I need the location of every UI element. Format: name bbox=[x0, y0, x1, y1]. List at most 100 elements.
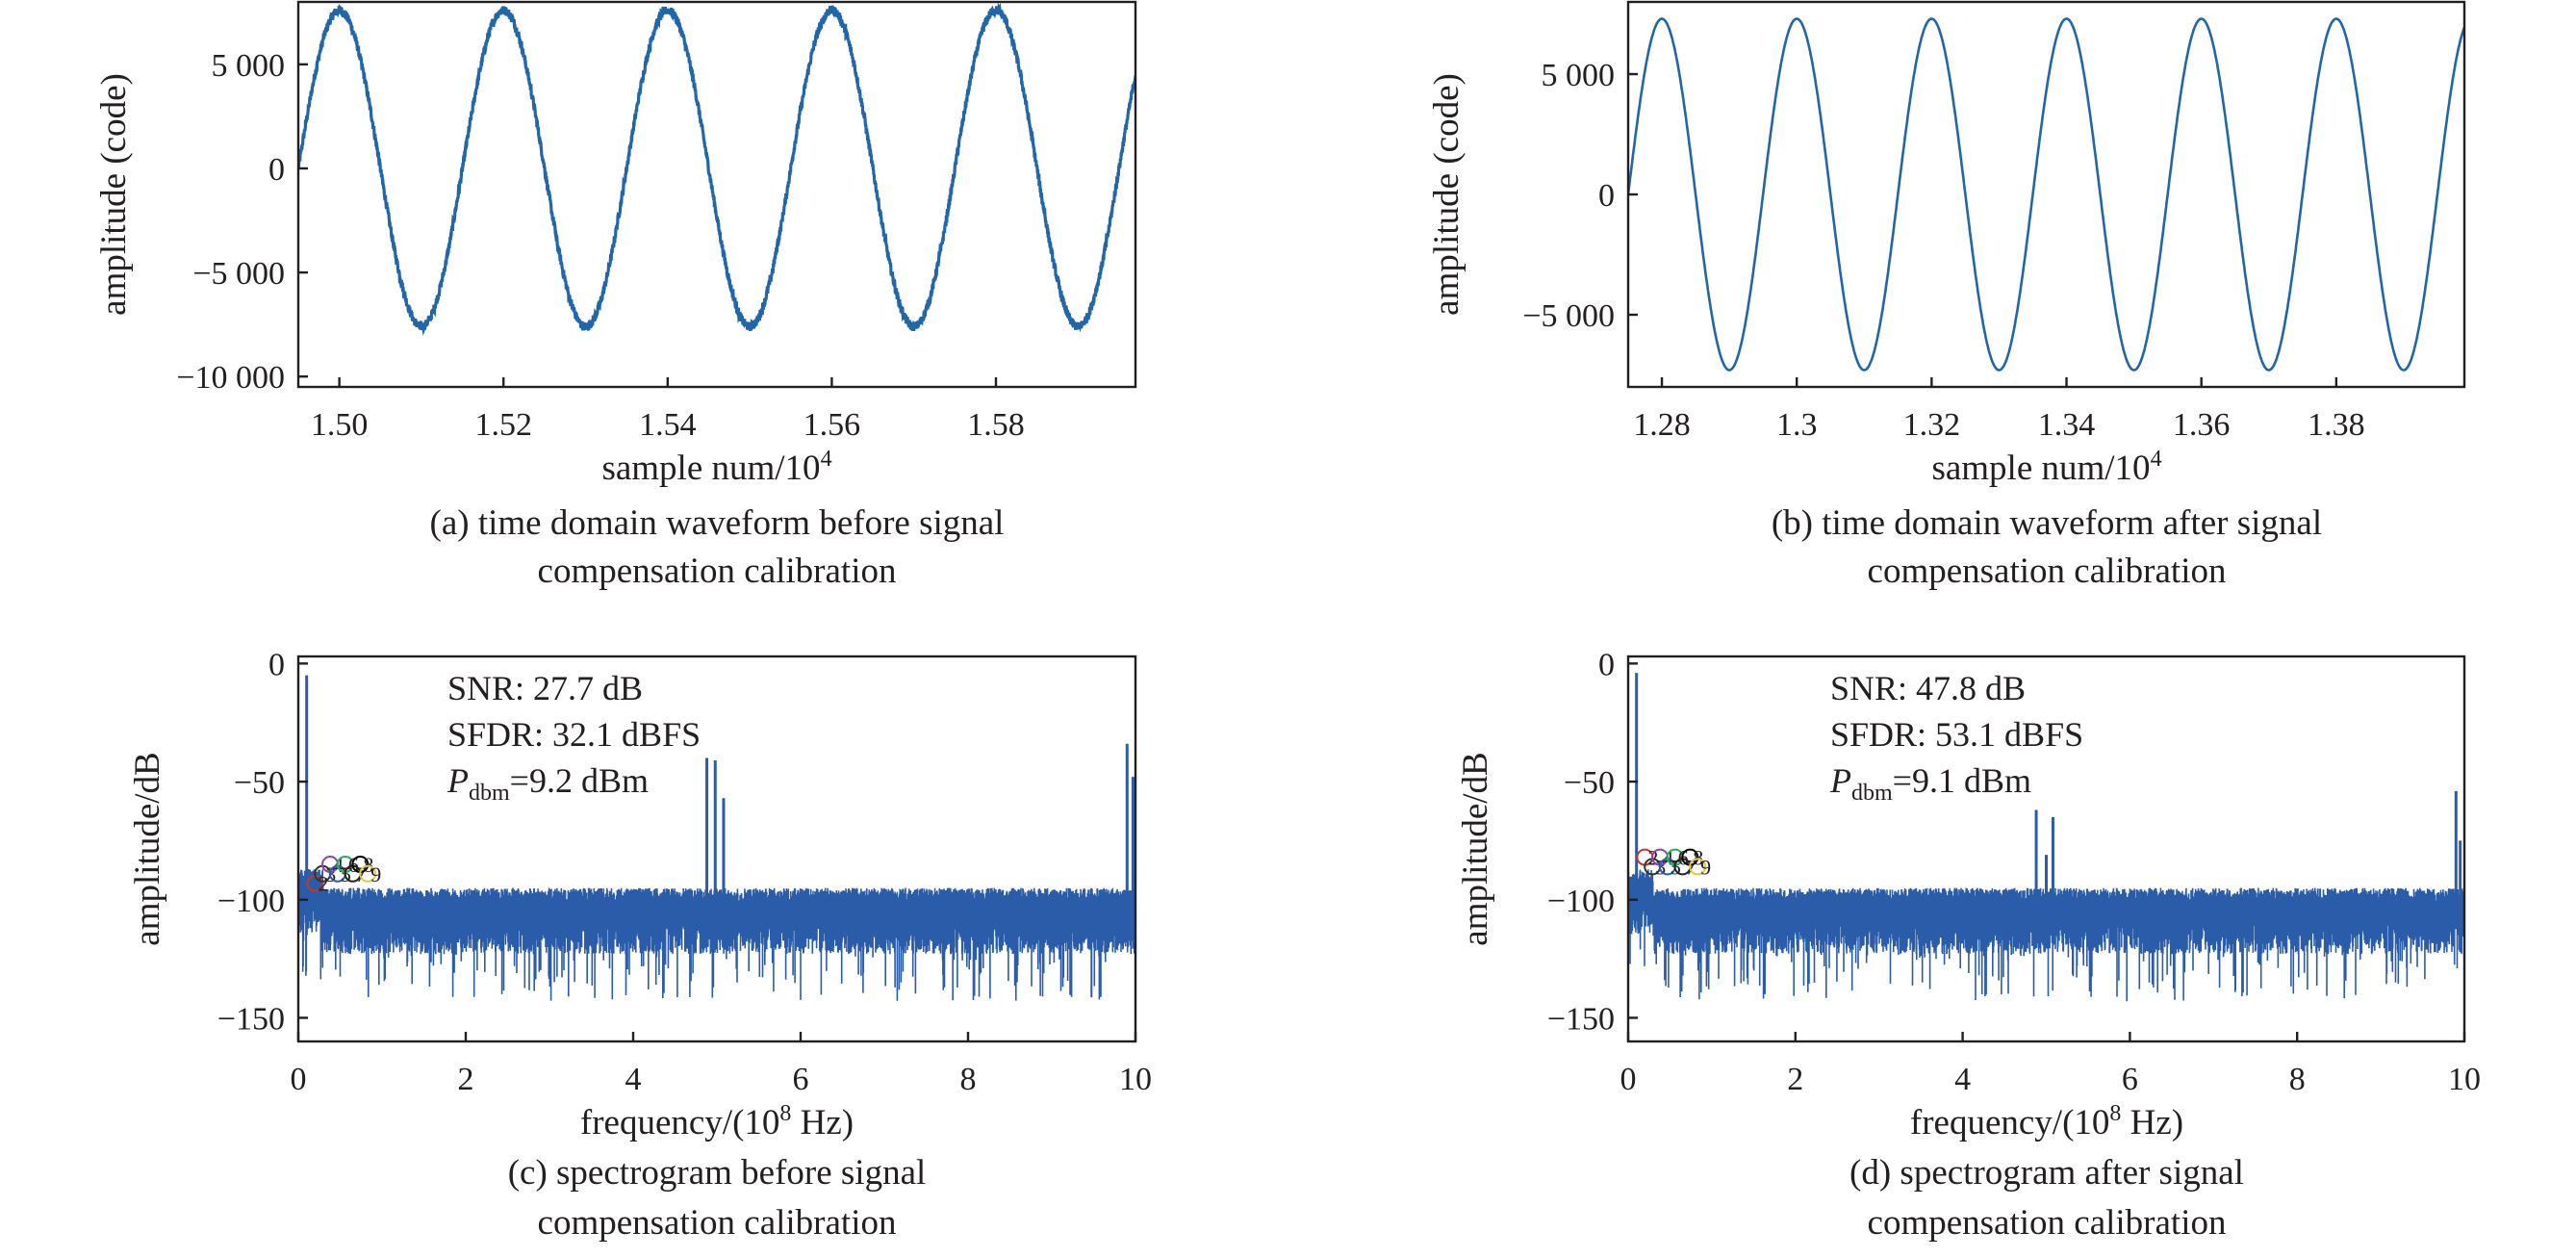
pdbm-annotation: Pdbm=9.2 dBm bbox=[446, 761, 649, 806]
caption-line-1: (d) spectrogram after signal bbox=[1849, 1153, 2244, 1193]
sfdr-annotation: SFDR: 32.1 dBFS bbox=[447, 715, 701, 754]
x-axis-label: frequency/(108 Hz) bbox=[1910, 1101, 2183, 1142]
x-tick-label: 2 bbox=[1787, 1062, 1803, 1097]
harmonic-marker-label: 9 bbox=[1700, 855, 1711, 879]
snr-annotation: SNR: 27.7 dB bbox=[447, 669, 643, 707]
x-tick-label: 10 bbox=[2448, 1062, 2481, 1097]
caption-line-1: (b) time domain waveform after signal bbox=[1772, 503, 2322, 543]
y-tick-label: −10 000 bbox=[176, 360, 285, 396]
y-axis-label: amplitude (code) bbox=[94, 73, 134, 316]
x-tick-label: 8 bbox=[2289, 1062, 2306, 1097]
x-axis-label-main: sample num/10 bbox=[601, 449, 820, 488]
harmonic-marker-label: 8 bbox=[1693, 846, 1703, 870]
y-axis-label: amplitude (code) bbox=[1427, 73, 1467, 316]
caption-line-2: compensation calibration bbox=[538, 552, 897, 591]
harmonic-marker-label: 2 bbox=[318, 872, 328, 896]
x-axis-label-sup: 4 bbox=[821, 447, 832, 472]
x-tick-label: 6 bbox=[793, 1062, 809, 1097]
spectrum-noise bbox=[298, 869, 1135, 1001]
x-axis-label-sup: 8 bbox=[779, 1101, 791, 1126]
harmonic-marker bbox=[1689, 858, 1707, 876]
chart-panel-b: 1.28 1.3 1.32 1.34 1.36 1.38 5 000 0 −5 000 sampl… bbox=[1427, 0, 2466, 591]
x-tick-label: 0 bbox=[291, 1062, 307, 1097]
pdbm-subscript: dbm bbox=[1851, 781, 1893, 806]
x-axis-label-main: sample num/10 bbox=[1931, 449, 2150, 488]
caption-line-1: (c) spectrogram before signal bbox=[508, 1153, 927, 1193]
y-tick-label: −5 000 bbox=[1522, 298, 1615, 334]
harmonic-marker-label: 9 bbox=[370, 862, 381, 886]
x-tick-label: 1.58 bbox=[967, 407, 1025, 443]
plot-area bbox=[298, 2, 1135, 336]
y-tick-label: −5 000 bbox=[192, 256, 285, 292]
plot-area bbox=[1628, 673, 2464, 1002]
x-tick-label: 1.52 bbox=[474, 407, 532, 443]
y-tick-label: 0 bbox=[268, 152, 285, 188]
chart-panel-a: 1.50 1.52 1.54 1.56 1.58 5 000 0 −5 000 −10 000 s… bbox=[94, 0, 1137, 591]
x-tick-label: 4 bbox=[1954, 1062, 1971, 1097]
waveform-series bbox=[1628, 17, 2464, 372]
harmonic-marker-label: 8 bbox=[363, 853, 373, 877]
x-axis-label-tail: Hz) bbox=[791, 1103, 854, 1142]
y-tick-label: −100 bbox=[217, 884, 285, 919]
pdbm-subscript: dbm bbox=[469, 781, 510, 806]
pdbm-value: =9.1 dBm bbox=[1893, 761, 2031, 800]
x-tick-label: 1.3 bbox=[1776, 407, 1818, 443]
waveform-series bbox=[298, 2, 1135, 336]
pdbm-symbol: P bbox=[446, 761, 469, 800]
plot-area bbox=[1628, 17, 2464, 372]
y-axis-label: amplitude/dB bbox=[1456, 752, 1495, 945]
x-tick-label: 1.32 bbox=[1903, 407, 1961, 443]
sfdr-annotation: SFDR: 53.1 dBFS bbox=[1830, 715, 2083, 754]
plot-frame bbox=[296, 655, 1137, 1043]
x-tick-label: 1.38 bbox=[2308, 407, 2365, 443]
pdbm-value: =9.2 dBm bbox=[510, 761, 649, 800]
harmonic-marker bbox=[359, 864, 377, 883]
x-tick-label: 1.54 bbox=[639, 407, 697, 443]
spectrum-noise bbox=[1628, 868, 2464, 1002]
caption-line-2: compensation calibration bbox=[1868, 1203, 2227, 1243]
caption-line-2: compensation calibration bbox=[1868, 552, 2227, 591]
x-axis-label-main: frequency/(10 bbox=[580, 1103, 780, 1142]
pdbm-annotation: Pdbm=9.1 dBm bbox=[1829, 761, 2031, 806]
y-tick-label: −150 bbox=[217, 1001, 285, 1037]
x-tick-label: 2 bbox=[458, 1062, 474, 1097]
y-tick-label: −150 bbox=[1547, 1001, 1615, 1037]
x-tick-label: 1.34 bbox=[2038, 407, 2096, 443]
y-tick-label: −50 bbox=[234, 765, 285, 801]
x-axis-label-sup: 8 bbox=[2109, 1101, 2121, 1126]
x-axis-label: frequency/(108 Hz) bbox=[580, 1101, 854, 1142]
caption-line-1: (a) time domain waveform before signal bbox=[430, 503, 1005, 543]
x-tick-label: 6 bbox=[2122, 1062, 2138, 1097]
caption-line-2: compensation calibration bbox=[538, 1203, 897, 1243]
y-tick-label: 0 bbox=[268, 647, 285, 682]
y-tick-label: −50 bbox=[1564, 765, 1615, 801]
x-tick-label: 8 bbox=[960, 1062, 977, 1097]
x-tick-label: 1.28 bbox=[1633, 407, 1691, 443]
y-tick-label: −100 bbox=[1547, 884, 1615, 919]
y-axis-label: amplitude/dB bbox=[128, 752, 167, 945]
x-tick-label: 1.56 bbox=[803, 407, 861, 443]
x-axis-label: sample num/104 bbox=[601, 447, 831, 488]
plot-area bbox=[298, 675, 1135, 1001]
plot-frame bbox=[296, 0, 1137, 389]
x-tick-label: 1.50 bbox=[311, 407, 369, 443]
x-tick-label: 1.36 bbox=[2173, 407, 2231, 443]
snr-annotation: SNR: 47.8 dB bbox=[1830, 669, 2026, 707]
x-tick-label: 0 bbox=[1620, 1062, 1637, 1097]
pdbm-symbol: P bbox=[1829, 761, 1851, 800]
x-axis-label-sup: 4 bbox=[2151, 447, 2162, 472]
plot-frame bbox=[1626, 655, 2466, 1043]
y-tick-label: 0 bbox=[1598, 647, 1615, 682]
x-tick-label: 4 bbox=[625, 1062, 642, 1097]
plot-frame bbox=[1626, 0, 2466, 389]
x-axis-label-tail: Hz) bbox=[2121, 1103, 2183, 1142]
y-tick-label: 0 bbox=[1598, 178, 1615, 214]
x-tick-label: 10 bbox=[1119, 1062, 1152, 1097]
y-tick-label: 5 000 bbox=[1542, 58, 1616, 93]
x-axis-label-main: frequency/(10 bbox=[1910, 1103, 2110, 1142]
y-tick-label: 5 000 bbox=[212, 48, 286, 84]
x-axis-label: sample num/104 bbox=[1931, 447, 2161, 488]
